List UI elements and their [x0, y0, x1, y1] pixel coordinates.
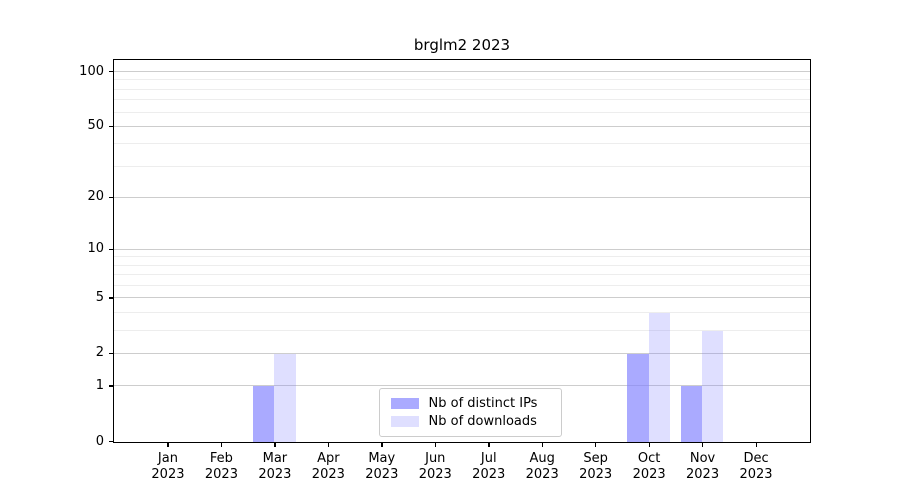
x-tick-year: 2023 [579, 467, 613, 482]
x-tick-mark [434, 443, 437, 447]
minor-gridline [114, 256, 810, 258]
x-tick-mark [702, 443, 704, 447]
plot-area [113, 59, 811, 443]
legend-label-distinct-ips: Nb of distinct IPs [428, 396, 538, 411]
y-tick-mark [109, 385, 113, 387]
x-tick-label: Mar 2023 [248, 451, 302, 483]
minor-gridline [114, 165, 810, 167]
minor-gridline [114, 329, 810, 331]
x-tick-label: Feb 2023 [194, 451, 248, 483]
legend-label-downloads: Nb of downloads [428, 414, 537, 429]
x-tick-year: 2023 [204, 467, 238, 482]
bar-nb-of-distinct-ips [253, 386, 275, 442]
minor-gridline [114, 264, 810, 266]
y-tick-mark [109, 125, 113, 128]
minor-gridline [114, 285, 810, 287]
x-tick-year: 2023 [258, 467, 292, 482]
y-tick-label: 1 [95, 377, 104, 393]
major-gridline [114, 385, 810, 387]
y-tick-label: 50 [87, 118, 104, 134]
x-tick-label: Jul 2023 [462, 451, 516, 483]
y-tick-label: 0 [95, 433, 104, 449]
minor-gridline [114, 312, 810, 314]
minor-gridline [114, 79, 810, 81]
y-tick-mark [109, 441, 113, 443]
x-tick-label: Nov 2023 [676, 451, 730, 483]
x-tick-label: May 2023 [355, 451, 409, 483]
y-tick-label: 100 [79, 63, 104, 79]
x-tick-label: Sep 2023 [569, 451, 623, 483]
x-tick-mark [167, 443, 169, 447]
minor-gridline [114, 111, 810, 113]
bar-nb-of-downloads [702, 330, 724, 442]
x-tick-year: 2023 [418, 467, 452, 482]
minor-gridline [114, 143, 810, 145]
major-gridline [114, 71, 810, 73]
x-tick-label: Apr 2023 [301, 451, 355, 483]
bar-nb-of-distinct-ips [627, 353, 649, 442]
bar-nb-of-downloads [274, 353, 296, 442]
x-tick-mark [274, 443, 276, 447]
major-gridline [114, 196, 810, 198]
x-tick-year: 2023 [365, 467, 399, 482]
y-tick-mark [109, 248, 113, 251]
bar-nb-of-distinct-ips [680, 386, 703, 442]
y-tick-label: 2 [95, 345, 104, 361]
x-tick-mark [541, 443, 543, 447]
x-tick-mark [220, 443, 223, 447]
major-gridline [114, 297, 810, 299]
y-tick-label: 10 [87, 241, 104, 257]
x-tick-label: Oct 2023 [622, 451, 676, 483]
x-tick-year: 2023 [632, 467, 666, 482]
minor-gridline [114, 274, 810, 276]
legend-swatch-downloads [390, 416, 419, 427]
y-tick-mark [109, 71, 113, 73]
major-gridline [114, 248, 810, 250]
legend-item-distinct-ips: Nb of distinct IPs [390, 396, 551, 411]
x-tick-year: 2023 [525, 467, 559, 482]
y-tick-label: 20 [87, 189, 104, 205]
y-tick-mark [109, 352, 113, 355]
x-tick-year: 2023 [739, 467, 773, 482]
x-tick-mark [327, 443, 330, 447]
major-gridline [114, 125, 810, 127]
x-tick-label: Aug 2023 [515, 451, 569, 483]
x-tick-label: Jan 2023 [141, 451, 195, 483]
x-tick-year: 2023 [472, 467, 506, 482]
major-gridline [114, 352, 810, 354]
x-tick-year: 2023 [151, 467, 185, 482]
x-tick-label: Dec 2023 [729, 451, 783, 483]
x-tick-mark [755, 443, 757, 447]
chart-title: brglm2 2023 [413, 36, 511, 54]
x-tick-mark [381, 443, 383, 447]
bar-nb-of-downloads [648, 313, 670, 442]
y-tick-mark [109, 196, 113, 199]
minor-gridline [114, 99, 810, 101]
x-tick-mark [595, 443, 597, 447]
x-tick-year: 2023 [686, 467, 720, 482]
y-tick-label: 5 [95, 289, 104, 305]
y-tick-mark [109, 297, 113, 299]
legend: Nb of distinct IPs Nb of downloads [379, 388, 562, 437]
legend-item-downloads: Nb of downloads [390, 414, 551, 429]
x-tick-label: Jun 2023 [408, 451, 462, 483]
x-tick-mark [648, 443, 650, 447]
x-tick-year: 2023 [311, 467, 345, 482]
x-tick-mark [488, 443, 490, 447]
minor-gridline [114, 88, 810, 90]
legend-swatch-distinct-ips [390, 398, 419, 409]
